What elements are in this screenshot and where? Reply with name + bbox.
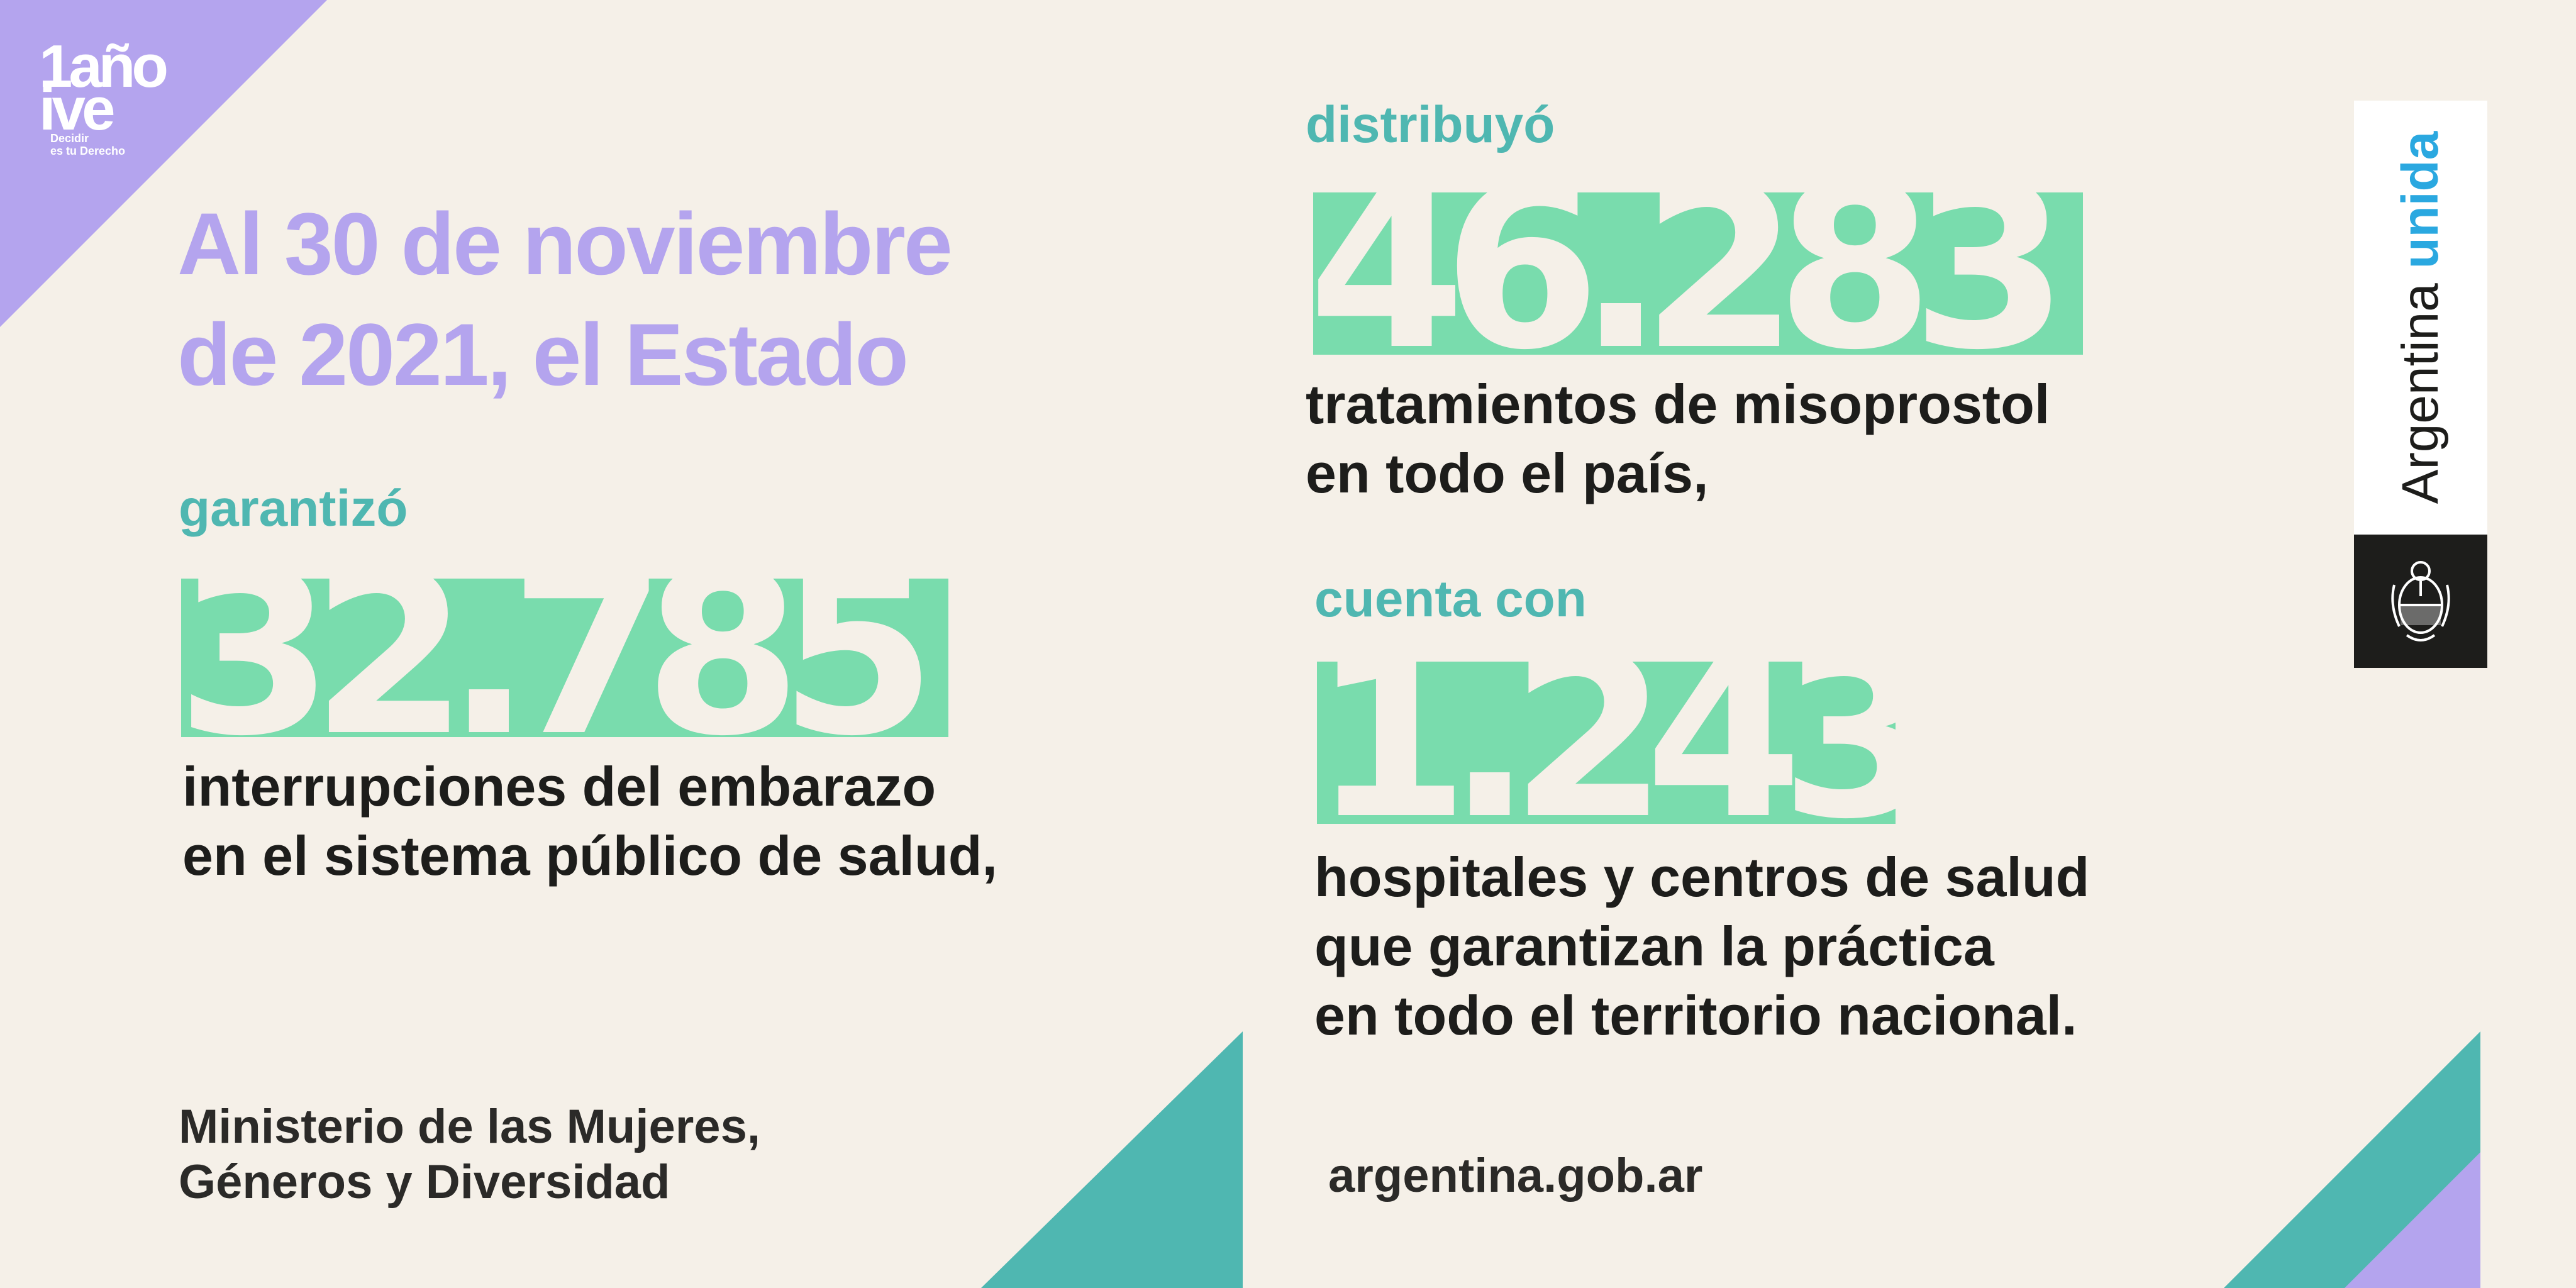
- stat-2-desc-line1: tratamientos de misoprostol: [1306, 373, 2050, 435]
- logo-line2: ive: [39, 75, 115, 143]
- badge-word-unida: unida: [2392, 131, 2449, 269]
- stat-1-verb: garantizó: [179, 480, 408, 537]
- stat-3-number-block: 1.243: [1317, 662, 1896, 824]
- headline-line1: Al 30 de noviembre: [177, 194, 953, 293]
- stat-1-number: 32.785: [181, 579, 936, 737]
- website-url: argentina.gob.ar: [1328, 1149, 1703, 1202]
- logo-tagline-2: es tu Derecho: [50, 145, 126, 157]
- argentina-unida-badge: Argentina unida: [2354, 101, 2487, 535]
- stat-2-number-block: 46.283: [1313, 192, 2083, 355]
- stat-2-number: 46.283: [1313, 192, 2068, 355]
- coat-of-arms-icon: [2391, 561, 2450, 641]
- logo-tagline: Decidir es tu Derecho: [50, 132, 125, 157]
- logo-tagline-1: Decidir: [50, 132, 89, 145]
- stat-1-description: interrupciones del embarazo en el sistem…: [182, 752, 997, 891]
- badge-emblem-panel: [2354, 535, 2487, 668]
- stat-1-desc-line1: interrupciones del embarazo: [182, 755, 936, 818]
- badge-text: Argentina unida: [2391, 131, 2450, 504]
- stat-2-description: tratamientos de misoprostol en todo el p…: [1306, 370, 2050, 508]
- stat-1-desc-line2: en el sistema público de salud,: [182, 824, 997, 887]
- corner-triangle-top-left: [0, 0, 327, 327]
- stat-3-desc-line1: hospitales y centros de salud: [1314, 846, 2090, 908]
- stat-3-verb: cuenta con: [1314, 570, 1587, 628]
- ministry-name: Ministerio de las Mujeres, Géneros y Div…: [179, 1099, 760, 1210]
- corner-triangle-bottom-middle: [981, 1031, 1243, 1288]
- stat-3-desc-line2: que garantizan la práctica: [1314, 915, 1994, 977]
- stat-2-verb: distribuyó: [1306, 96, 1555, 153]
- badge-word-argentina: Argentina: [2392, 283, 2449, 504]
- stat-3-description: hospitales y centros de salud que garant…: [1314, 843, 2089, 1050]
- ministry-line1: Ministerio de las Mujeres,: [179, 1100, 760, 1153]
- stat-3-desc-line3: en todo el territorio nacional.: [1314, 984, 2077, 1046]
- stat-3-number: 1.243: [1317, 662, 1896, 824]
- corner-triangle-bottom-right: [2224, 1031, 2480, 1288]
- headline-line2: de 2021, el Estado: [177, 305, 909, 404]
- headline: Al 30 de noviembre de 2021, el Estado: [177, 189, 953, 410]
- ministry-line2: Géneros y Diversidad: [179, 1155, 670, 1209]
- logo-line1: 1año: [39, 33, 169, 100]
- stat-1-number-block: 32.785: [181, 579, 948, 737]
- stat-2-desc-line2: en todo el país,: [1306, 442, 1709, 504]
